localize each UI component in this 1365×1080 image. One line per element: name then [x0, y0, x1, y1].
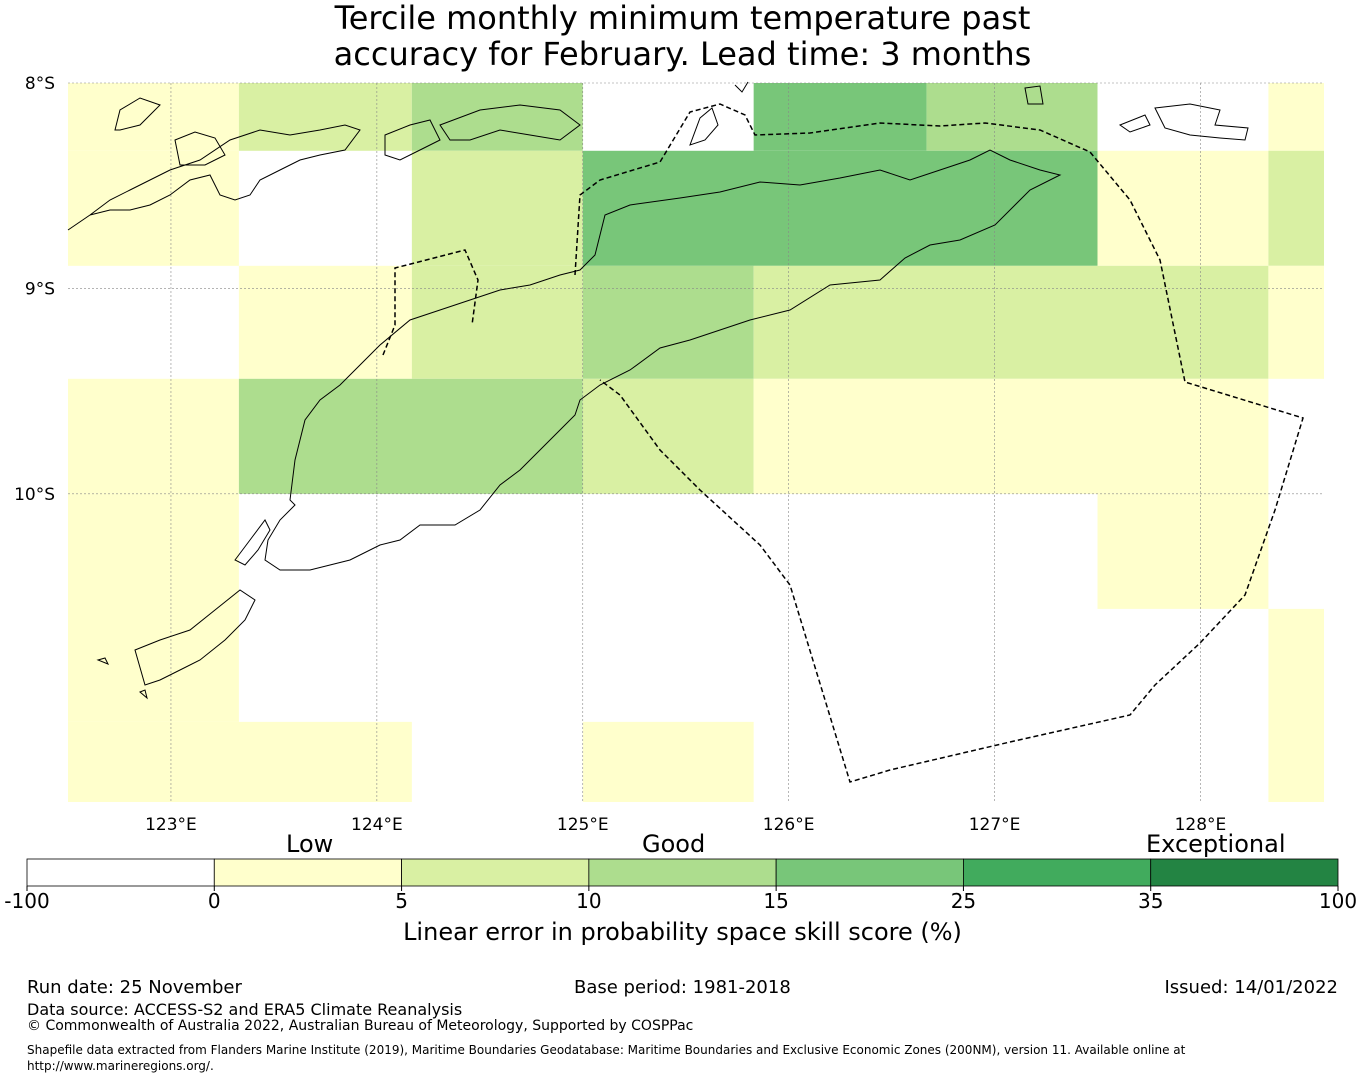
grid-cell-11: [238, 265, 412, 379]
chart-title: Tercile monthly minimum temperature past…: [0, 0, 1365, 72]
category-low: Low: [286, 830, 334, 858]
copyright: © Commonwealth of Australia 2022, Austra…: [27, 1018, 694, 1034]
grid-cell-7: [411, 150, 583, 266]
grid-cell-18: [582, 378, 754, 494]
colorbar-segment: [401, 858, 590, 887]
issued-date: Issued: 14/01/2022: [1164, 977, 1338, 998]
lon-label: 124°E: [351, 815, 403, 835]
colorbar: [26, 858, 1339, 891]
grid-cell-6: [68, 150, 239, 266]
colorbar-segment: [963, 858, 1152, 887]
grid-cell-8: [582, 150, 1098, 266]
grid-cell-14: [753, 265, 1269, 379]
grid-cell-22: [1268, 608, 1324, 802]
colorbar-tick-label: 5: [395, 889, 408, 913]
grid-cell-24: [582, 721, 754, 802]
grid-cell-17: [238, 378, 583, 494]
lon-label: 128°E: [1175, 815, 1227, 835]
lon-label: 126°E: [763, 815, 815, 835]
colorbar-tick-label: 25: [950, 889, 977, 913]
shapefile-credit: Shapefile data extracted from Flanders M…: [27, 1043, 1186, 1073]
grid-cell-12: [411, 265, 583, 379]
colorbar-tick-label: 35: [1137, 889, 1164, 913]
colorbar-tick-label: 100: [1318, 889, 1358, 913]
lon-label: 123°E: [145, 815, 197, 835]
grid-cell-1: [238, 83, 412, 151]
coastline-alor-pantar: [67, 124, 361, 231]
coastlines: [67, 81, 1249, 700]
grid-cell-15: [1268, 265, 1324, 379]
grid-cell-3: [753, 83, 927, 151]
eez-boundary: [382, 103, 1304, 783]
grid-cell-13: [582, 265, 754, 379]
coastline-wetar: [689, 81, 1249, 146]
lon-label: 127°E: [969, 815, 1021, 835]
grid-cell-20: [68, 493, 239, 722]
data-source: Data source: ACCESS-S2 and ERA5 Climate …: [27, 1000, 463, 1019]
grid-cell-4: [926, 83, 1098, 151]
title-line-2: accuracy for February. Lead time: 3 mont…: [333, 35, 1032, 73]
skill-grid-cells: [68, 83, 1324, 802]
category-good: Good: [642, 830, 706, 858]
run-date: Run date: 25 November: [27, 977, 242, 998]
category-exceptional: Exceptional: [1146, 830, 1286, 858]
grid-cell-16: [68, 378, 239, 494]
grid-cell-5: [1268, 83, 1324, 151]
grid-cell-2: [411, 83, 583, 151]
colorbar-segment: [588, 858, 777, 887]
colorbar-tick-label: -100: [4, 889, 50, 913]
colorbar-tick-label: 10: [576, 889, 602, 913]
eez-line-oecusse: [382, 249, 479, 356]
grid-cell-10: [1268, 150, 1324, 266]
coastline-north-islands: [114, 97, 581, 166]
colorbar-segment: [213, 858, 402, 887]
colorbar-segment: [26, 858, 215, 887]
grid-cell-9: [1097, 150, 1269, 266]
title-line-1: Tercile monthly minimum temperature past: [334, 0, 1031, 37]
colorbar-tick-label: 0: [207, 889, 221, 913]
lat-label: 9°S: [25, 279, 55, 299]
grid-cell-19: [753, 378, 1269, 494]
coastline-rote-sawu: [96, 519, 271, 700]
coastline-timor: [264, 149, 1062, 571]
graticule: [68, 82, 1324, 802]
lon-label: 125°E: [557, 815, 609, 835]
grid-cell-0: [68, 83, 239, 151]
colorbar-segment: [775, 858, 964, 887]
colorbar-tick-label: 15: [763, 889, 789, 913]
colorbar-label: Linear error in probability space skill …: [403, 918, 962, 946]
lat-label: 8°S: [25, 74, 55, 94]
grid-cell-21: [1097, 493, 1269, 609]
colorbar-segment: [1150, 858, 1339, 887]
latitude-labels: 8°S 9°S 10°S: [14, 74, 55, 505]
grid-cell-23: [68, 721, 412, 802]
base-period: Base period: 1981-2018: [574, 977, 791, 998]
lat-label: 10°S: [14, 485, 55, 505]
longitude-labels: 123°E 124°E 125°E 126°E 127°E 128°E: [145, 815, 1226, 835]
